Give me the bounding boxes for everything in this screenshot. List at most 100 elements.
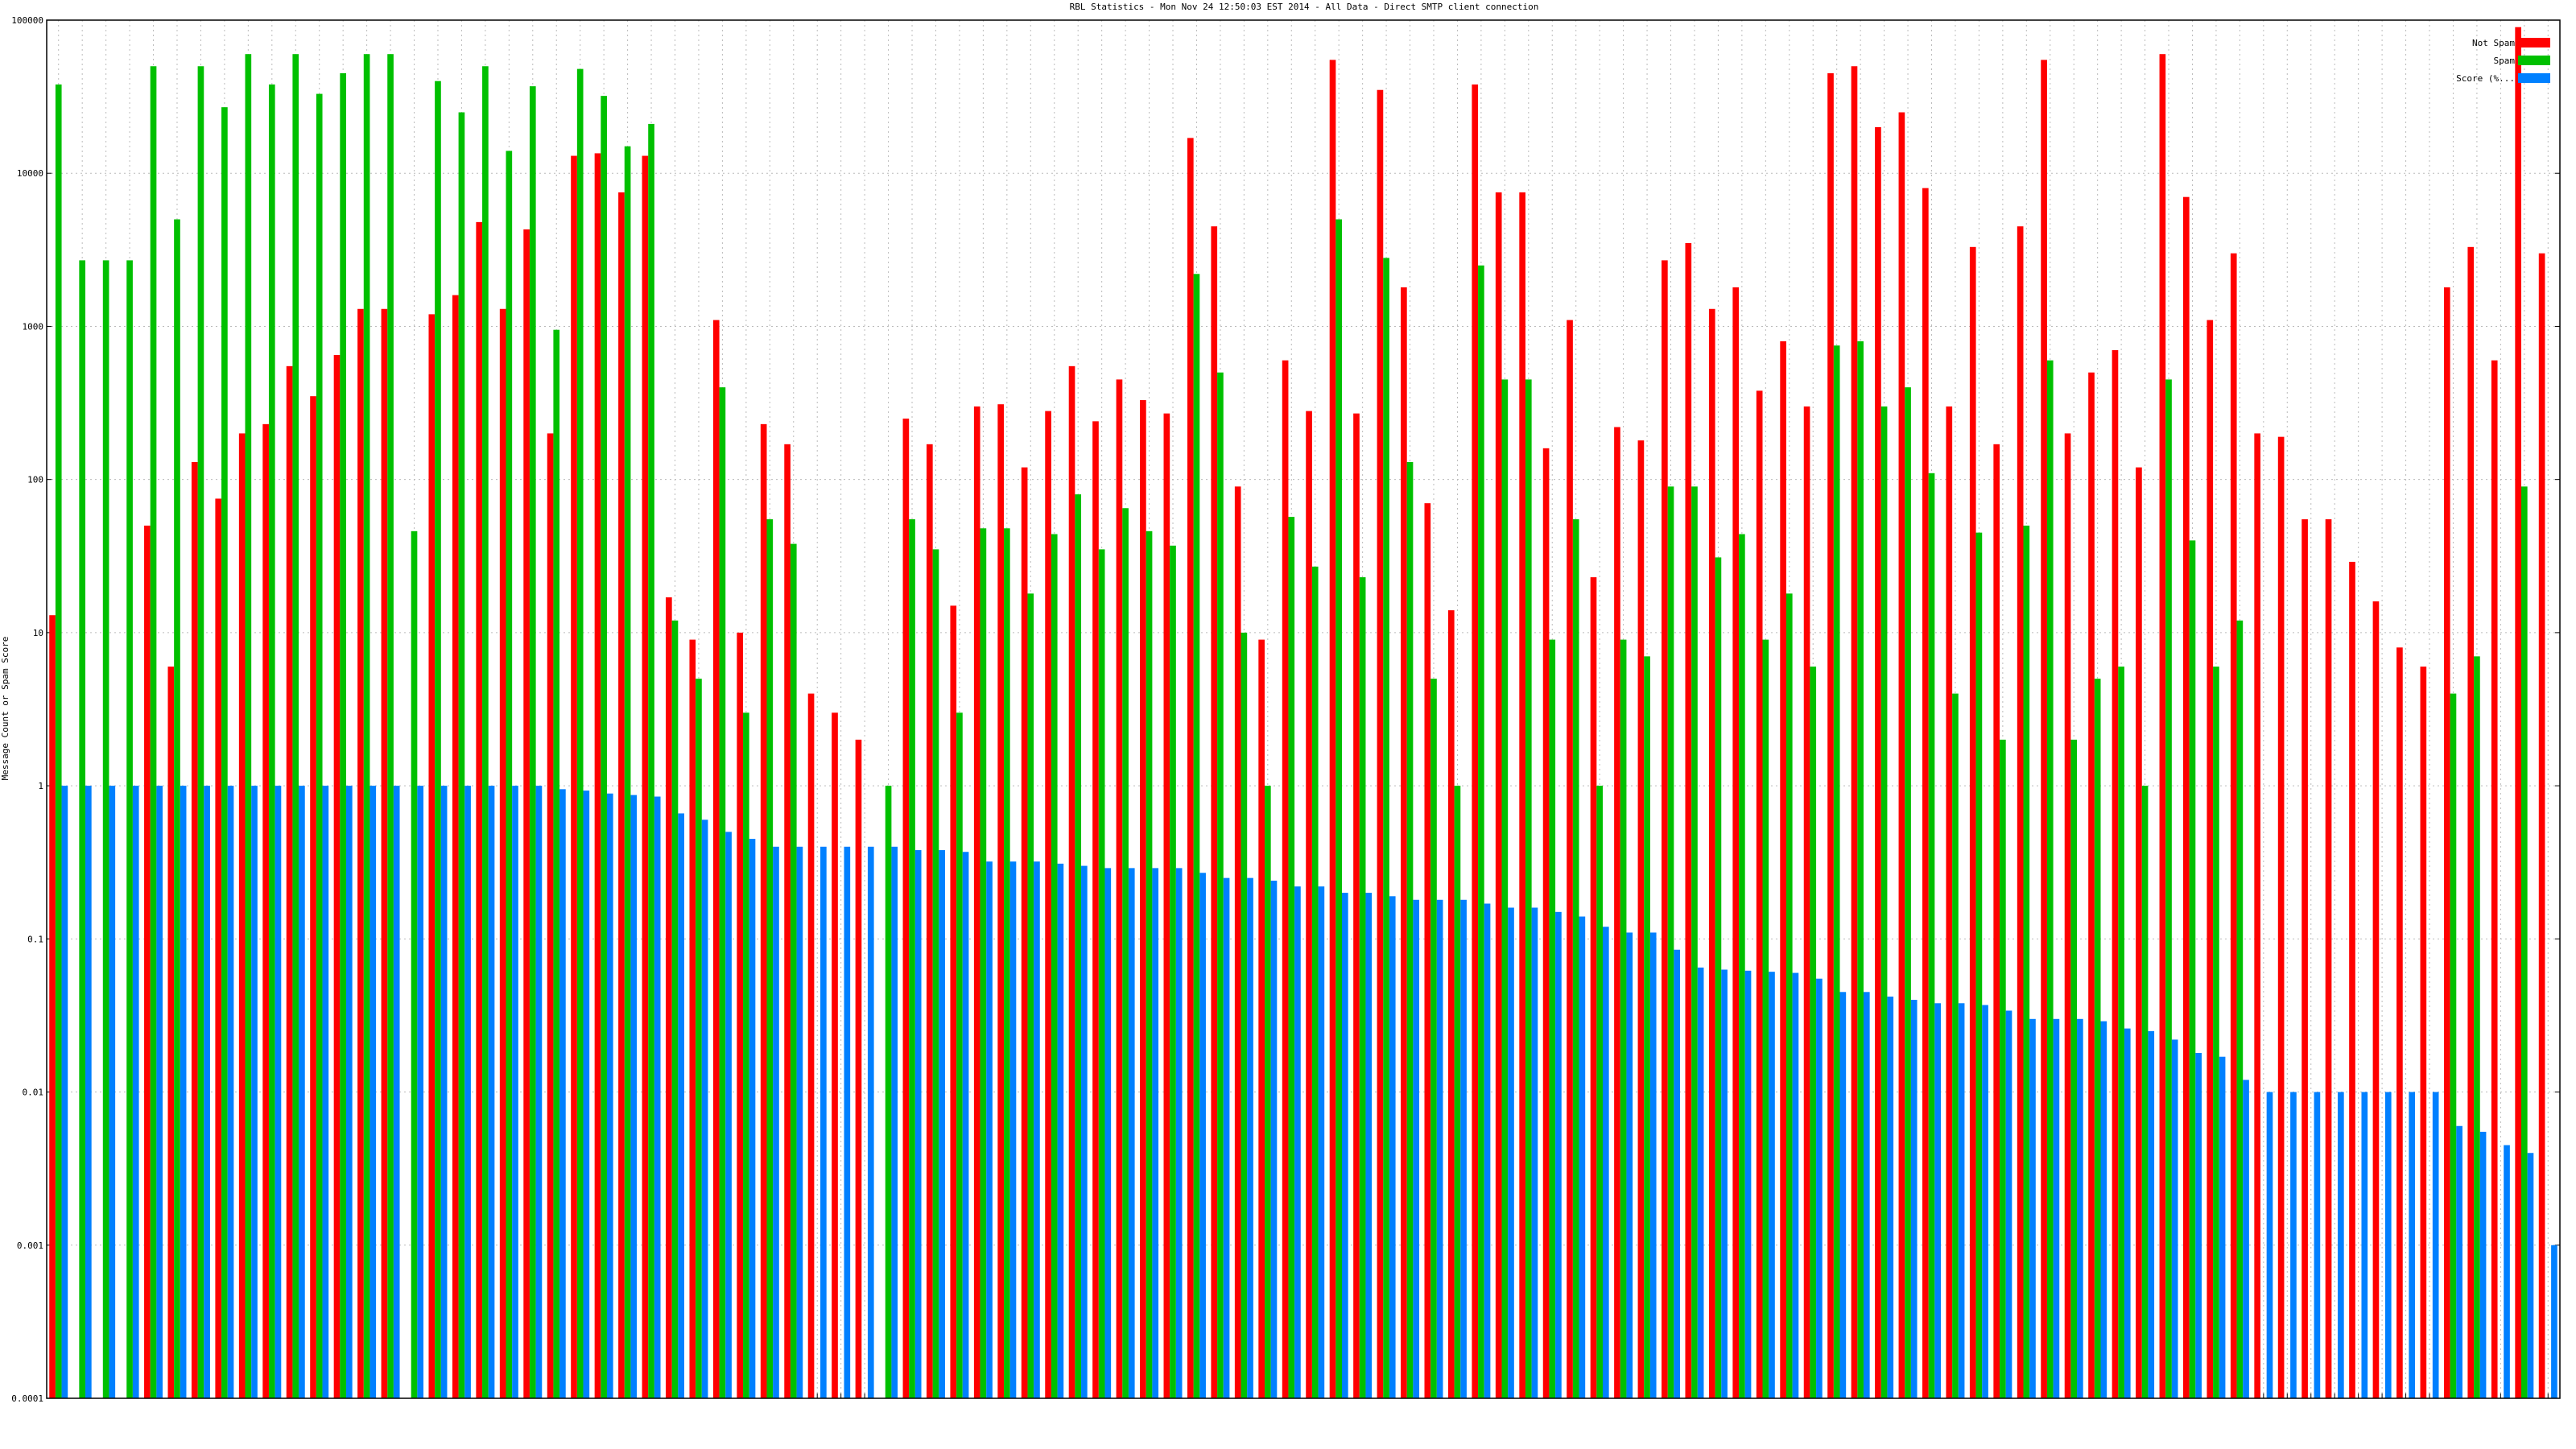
- bar: [180, 786, 187, 1398]
- bar: [1270, 881, 1278, 1398]
- bar: [1318, 886, 1325, 1398]
- bar: [174, 219, 180, 1398]
- bar: [796, 846, 803, 1398]
- bar: [547, 433, 554, 1398]
- bar: [262, 423, 269, 1399]
- bar: [1234, 486, 1241, 1398]
- bar: [2396, 647, 2403, 1398]
- bar: [191, 461, 198, 1398]
- bar: [914, 850, 922, 1398]
- bar: [345, 786, 353, 1398]
- bar: [1810, 667, 1817, 1398]
- bar: [227, 786, 234, 1398]
- bar: [1792, 972, 1799, 1398]
- bar: [1691, 486, 1698, 1398]
- bar: [891, 846, 898, 1398]
- bar: [773, 846, 779, 1398]
- bar: [1785, 593, 1793, 1398]
- bar: [488, 786, 495, 1398]
- bar: [2236, 620, 2244, 1398]
- bar: [2515, 27, 2521, 1398]
- bar: [1152, 868, 1159, 1398]
- bar: [1602, 927, 1609, 1398]
- bar: [956, 712, 963, 1398]
- legend-swatch: [2518, 73, 2550, 83]
- bar: [1140, 400, 1146, 1398]
- bar: [1051, 534, 1058, 1398]
- bar: [1975, 532, 1983, 1399]
- bar: [1436, 899, 1443, 1398]
- bar: [1549, 639, 1556, 1398]
- bar: [902, 418, 910, 1398]
- bar: [1649, 932, 1657, 1398]
- bar: [2243, 1080, 2249, 1398]
- bar: [1104, 868, 1112, 1398]
- bar: [2000, 739, 2006, 1398]
- bar: [1667, 486, 1674, 1398]
- bar: [2290, 1092, 2297, 1398]
- y-tick-label: 1000: [23, 321, 44, 332]
- bar: [1406, 461, 1414, 1398]
- legend-label: Score (%...: [2456, 73, 2515, 84]
- bar: [381, 308, 388, 1398]
- bar: [1614, 427, 1620, 1398]
- bar: [529, 86, 536, 1399]
- bar: [204, 786, 210, 1398]
- bar: [464, 786, 471, 1398]
- bar: [1572, 519, 1579, 1399]
- bar: [1092, 421, 1099, 1398]
- bar: [1353, 413, 1360, 1398]
- bar: [1424, 503, 1431, 1398]
- bar: [2136, 467, 2142, 1398]
- bar: [1590, 577, 1597, 1398]
- y-tick-label: 10: [33, 628, 43, 638]
- bar: [2148, 1030, 2155, 1398]
- y-tick-label: 0.1: [27, 934, 43, 944]
- bar: [2088, 372, 2095, 1398]
- bar: [2527, 1153, 2534, 1398]
- bar: [689, 639, 696, 1398]
- bar: [1715, 557, 1722, 1399]
- bar: [482, 66, 489, 1399]
- bar: [197, 66, 204, 1399]
- bar: [506, 151, 513, 1398]
- bar: [79, 260, 86, 1399]
- bar: [1288, 517, 1295, 1398]
- bar: [275, 786, 282, 1398]
- bar: [55, 84, 62, 1399]
- bar: [2053, 1018, 2060, 1398]
- bar: [102, 260, 109, 1399]
- bar: [1122, 508, 1129, 1399]
- bar: [1484, 903, 1491, 1398]
- bar: [1579, 916, 1586, 1398]
- legend-swatch: [2518, 38, 2550, 47]
- bar: [1383, 258, 1389, 1399]
- bar: [1068, 365, 1075, 1398]
- bar: [357, 308, 364, 1398]
- y-tick-label: 0.001: [17, 1241, 43, 1251]
- bar: [2100, 1021, 2107, 1398]
- bar: [286, 365, 293, 1398]
- bar: [49, 615, 56, 1398]
- bar: [671, 620, 679, 1398]
- bar: [1685, 242, 1692, 1398]
- bar: [2349, 561, 2355, 1398]
- bar: [245, 54, 252, 1398]
- bar: [2112, 349, 2119, 1398]
- bar: [2213, 667, 2219, 1398]
- bar: [559, 789, 566, 1398]
- bar: [535, 786, 543, 1398]
- bar: [1525, 379, 1532, 1398]
- bar: [2023, 525, 2030, 1399]
- bar: [1199, 873, 1206, 1398]
- bar: [986, 861, 993, 1398]
- bar: [458, 112, 465, 1399]
- bar: [2029, 1018, 2036, 1398]
- bar: [1857, 341, 1864, 1398]
- bar: [2171, 1039, 2178, 1398]
- bar: [1098, 549, 1105, 1399]
- bar: [2361, 1092, 2368, 1398]
- bar: [1542, 448, 1550, 1398]
- bar: [2325, 519, 2332, 1399]
- y-tick-label: 0.0001: [11, 1393, 43, 1404]
